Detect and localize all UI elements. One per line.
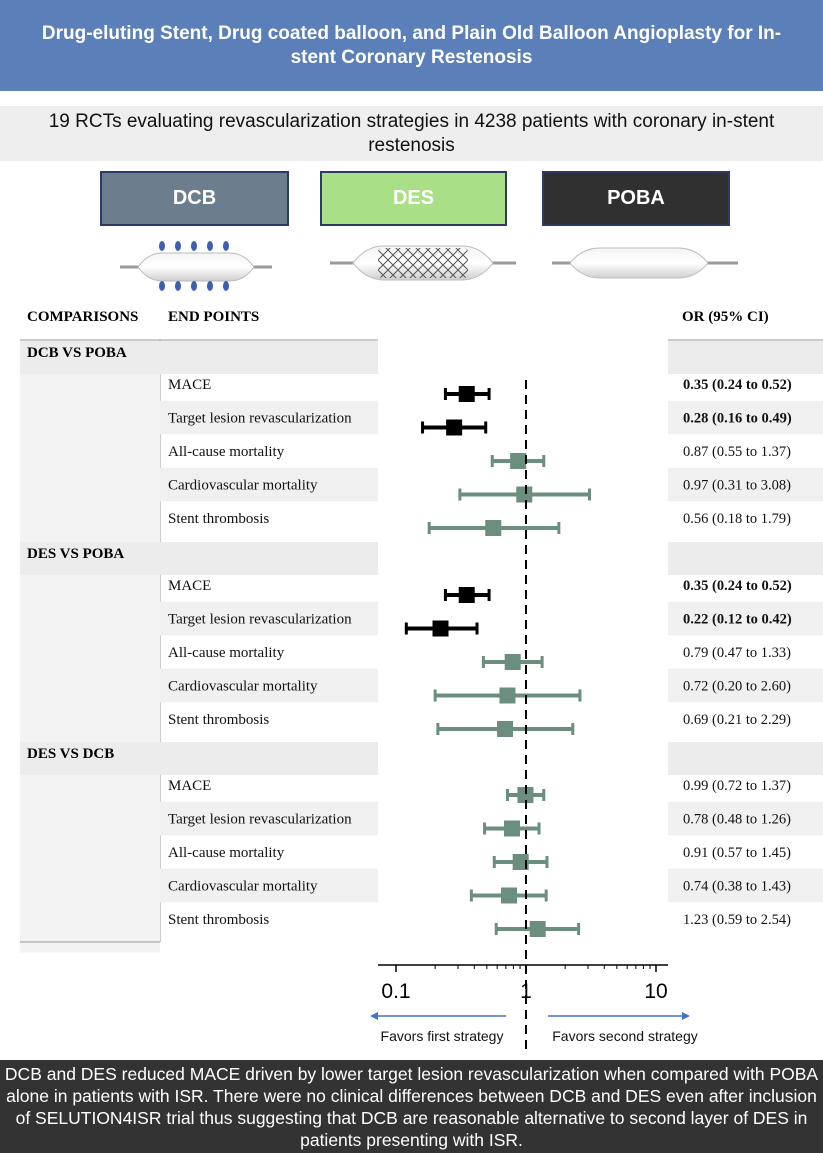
comparison-label: DCB VS POBA: [27, 345, 127, 361]
point-estimate: [504, 654, 521, 670]
group-header-band: [20, 542, 160, 575]
comparison-label: DES VS POBA: [27, 546, 124, 562]
or-ci-label: 0.87 (0.55 to 1.37): [683, 444, 791, 460]
favors-right-arrowhead: [682, 1012, 690, 1020]
strategy-box-des: DES: [320, 171, 507, 226]
x-tick-label: 1: [520, 980, 532, 1003]
point-estimate: [516, 486, 533, 503]
endpoint-label: MACE: [168, 578, 211, 594]
endpoint-label: All-cause mortality: [168, 444, 285, 460]
endpoint-label: Stent thrombosis: [168, 712, 269, 728]
forest-plot: DCB VS POBA MACE 0.35 (0.24 to 0.52) Target…: [20, 339, 823, 1052]
or-ci-label: 0.91 (0.57 to 1.45): [683, 845, 791, 861]
group-header-band: [20, 742, 160, 775]
favors-right-label: Favors second strategy: [552, 1028, 698, 1044]
endpoint-label: All-cause mortality: [168, 645, 285, 661]
point-estimate: [446, 419, 463, 436]
poba-balloon-icon: [552, 247, 738, 279]
group-header-band: [160, 542, 378, 575]
x-tick-label: 10: [644, 980, 667, 1003]
endpoint-label: Cardiovascular mortality: [168, 879, 318, 895]
row-band: [160, 868, 378, 903]
endpoint-label: Cardiovascular mortality: [168, 679, 318, 695]
row-band: [160, 400, 378, 435]
or-ci-label: 0.99 (0.72 to 1.37): [683, 778, 791, 794]
row-band: [668, 601, 823, 636]
or-ci-label: 0.72 (0.20 to 2.60): [683, 679, 791, 695]
or-ci-label: 0.78 (0.48 to 1.26): [683, 812, 791, 828]
subtitle: 19 RCTs evaluating revascularization str…: [0, 106, 823, 161]
row-band: [668, 400, 823, 435]
or-ci-label: 0.35 (0.24 to 0.52): [683, 578, 792, 594]
or-ci-label: 1.23 (0.59 to 2.54): [683, 912, 791, 928]
point-estimate: [497, 721, 514, 737]
point-estimate: [485, 520, 502, 536]
or-ci-label: 0.74 (0.38 to 1.43): [683, 879, 791, 895]
point-estimate: [510, 453, 527, 469]
or-ci-label: 0.35 (0.24 to 0.52): [683, 377, 792, 393]
col-comparisons-header: COMPARISONS: [27, 309, 139, 325]
group-header-band: [160, 742, 378, 775]
endpoint-label: Cardiovascular mortality: [168, 478, 318, 494]
col-endpoints-header: END POINTS: [168, 309, 260, 325]
or-ci-label: 0.97 (0.31 to 3.08): [683, 478, 791, 494]
favors-left-arrowhead: [370, 1012, 378, 1020]
x-tick-label: 0.1: [381, 980, 410, 1003]
group-header-band: [668, 542, 823, 575]
point-estimate: [517, 787, 534, 803]
favors-left-label: Favors first strategy: [381, 1028, 504, 1044]
row-band: [668, 668, 823, 703]
group-header-band: [160, 341, 378, 374]
endpoint-label: Target lesion revascularization: [168, 812, 352, 828]
point-estimate: [501, 887, 518, 904]
or-ci-label: 0.56 (0.18 to 1.79): [683, 511, 791, 527]
strategy-box-poba: POBA: [542, 171, 730, 226]
row-band: [668, 801, 823, 836]
row-band: [160, 467, 378, 502]
point-estimate: [458, 386, 475, 402]
endpoint-label: Stent thrombosis: [168, 511, 269, 527]
group-header-band: [668, 742, 823, 775]
row-band: [668, 868, 823, 903]
endpoint-label: Target lesion revascularization: [168, 612, 352, 628]
group-header-band: [20, 341, 160, 374]
comparison-label: DES VS DCB: [27, 746, 114, 762]
or-ci-label: 0.28 (0.16 to 0.49): [683, 411, 792, 427]
group-header-band: [668, 341, 823, 374]
point-estimate: [529, 921, 546, 937]
header-title: Drug-eluting Stent, Drug coated balloon,…: [0, 0, 823, 91]
group-column-band: [20, 775, 160, 953]
endpoint-label: Stent thrombosis: [168, 912, 269, 928]
row-band: [668, 467, 823, 502]
group-column-band: [20, 575, 160, 753]
point-estimate: [432, 620, 449, 637]
endpoint-label: All-cause mortality: [168, 845, 285, 861]
caption: DCB and DES reduced MACE driven by lower…: [0, 1060, 823, 1153]
row-band: [160, 668, 378, 703]
endpoint-label: MACE: [168, 377, 211, 393]
row-band: [160, 601, 378, 636]
endpoint-label: Target lesion revascularization: [168, 411, 352, 427]
strategy-box-dcb: DCB: [100, 171, 289, 226]
point-estimate: [499, 687, 516, 704]
point-estimate: [503, 820, 520, 837]
or-ci-label: 0.69 (0.21 to 2.29): [683, 712, 791, 728]
or-ci-label: 0.22 (0.12 to 0.42): [683, 612, 792, 628]
row-band: [160, 801, 378, 836]
point-estimate: [512, 854, 529, 870]
dcb-balloon-icon: [120, 241, 272, 291]
or-ci-label: 0.79 (0.47 to 1.33): [683, 645, 791, 661]
endpoint-label: MACE: [168, 778, 211, 794]
des-stent-icon: [330, 245, 516, 281]
point-estimate: [458, 587, 475, 603]
col-or-header: OR (95% CI): [682, 309, 769, 325]
group-column-band: [20, 374, 160, 552]
